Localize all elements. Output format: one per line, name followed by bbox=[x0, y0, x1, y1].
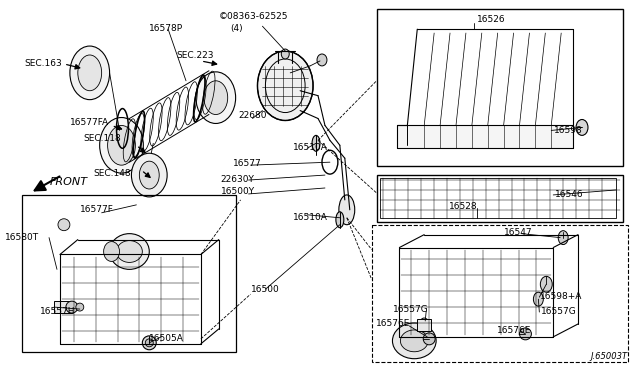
Bar bbox=[54, 301, 72, 313]
Ellipse shape bbox=[76, 303, 84, 311]
Ellipse shape bbox=[116, 241, 142, 262]
Ellipse shape bbox=[336, 212, 344, 228]
Bar bbox=[22, 195, 236, 352]
Text: SEC.163: SEC.163 bbox=[24, 60, 62, 68]
Ellipse shape bbox=[282, 49, 289, 59]
Bar bbox=[372, 225, 628, 362]
Text: 16510A: 16510A bbox=[293, 213, 328, 222]
Text: 16578P: 16578P bbox=[149, 24, 184, 33]
Ellipse shape bbox=[140, 161, 159, 189]
Text: 22680: 22680 bbox=[239, 111, 267, 120]
Ellipse shape bbox=[100, 118, 143, 173]
Ellipse shape bbox=[419, 318, 429, 332]
Text: 16577: 16577 bbox=[233, 159, 261, 168]
Text: 16505A: 16505A bbox=[149, 334, 184, 343]
Ellipse shape bbox=[58, 219, 70, 231]
Ellipse shape bbox=[576, 119, 588, 135]
Text: 16547: 16547 bbox=[504, 228, 532, 237]
Text: 16500: 16500 bbox=[250, 285, 279, 294]
Text: SEC.148: SEC.148 bbox=[93, 169, 131, 177]
Text: 16577FA: 16577FA bbox=[70, 118, 109, 127]
Ellipse shape bbox=[70, 46, 109, 100]
Ellipse shape bbox=[196, 72, 236, 124]
Text: 16500Y: 16500Y bbox=[221, 187, 255, 196]
Ellipse shape bbox=[401, 330, 428, 352]
Bar bbox=[376, 175, 623, 222]
Text: SEC.118: SEC.118 bbox=[84, 134, 122, 143]
Ellipse shape bbox=[131, 153, 167, 197]
Ellipse shape bbox=[66, 301, 78, 313]
Ellipse shape bbox=[145, 339, 153, 347]
Bar bbox=[376, 9, 623, 166]
Text: FRONT: FRONT bbox=[50, 177, 88, 187]
Ellipse shape bbox=[109, 234, 149, 269]
Ellipse shape bbox=[423, 333, 435, 345]
Text: 16557G: 16557G bbox=[392, 305, 428, 314]
Ellipse shape bbox=[540, 276, 552, 292]
Text: ©08363-62525: ©08363-62525 bbox=[219, 12, 288, 21]
Text: 16577F: 16577F bbox=[80, 205, 114, 214]
Text: 16528: 16528 bbox=[449, 202, 477, 211]
Text: 16580T: 16580T bbox=[5, 233, 40, 242]
Text: 16557G: 16557G bbox=[541, 307, 577, 315]
Text: 16557H: 16557H bbox=[40, 307, 76, 315]
Ellipse shape bbox=[392, 323, 436, 359]
Ellipse shape bbox=[142, 336, 156, 350]
Ellipse shape bbox=[339, 195, 355, 225]
Ellipse shape bbox=[533, 292, 543, 306]
Text: 22630Y: 22630Y bbox=[221, 174, 255, 183]
Text: (4): (4) bbox=[230, 24, 243, 33]
Ellipse shape bbox=[108, 125, 136, 165]
Ellipse shape bbox=[204, 81, 228, 115]
Text: SEC.223: SEC.223 bbox=[176, 51, 214, 61]
Ellipse shape bbox=[558, 231, 568, 244]
Bar bbox=[397, 125, 573, 148]
Text: 16598+A: 16598+A bbox=[540, 292, 582, 301]
Text: 16576E: 16576E bbox=[497, 326, 531, 336]
Ellipse shape bbox=[104, 241, 120, 262]
Ellipse shape bbox=[312, 135, 320, 151]
Text: 16510A: 16510A bbox=[293, 143, 328, 152]
Text: 16576E: 16576E bbox=[376, 320, 410, 328]
Ellipse shape bbox=[78, 55, 102, 91]
Text: 16598: 16598 bbox=[554, 126, 583, 135]
Ellipse shape bbox=[520, 328, 531, 340]
Text: J.65003T: J.65003T bbox=[591, 352, 628, 361]
Text: 16526: 16526 bbox=[477, 15, 506, 24]
Bar bbox=[417, 319, 431, 331]
Text: 16546: 16546 bbox=[556, 190, 584, 199]
Bar bbox=[380, 178, 616, 218]
Ellipse shape bbox=[257, 51, 313, 121]
Ellipse shape bbox=[317, 54, 327, 66]
